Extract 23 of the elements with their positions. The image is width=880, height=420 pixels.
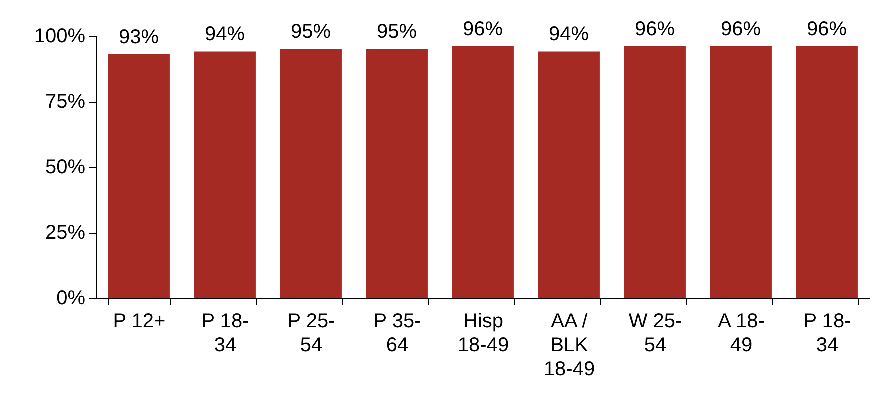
data-label: 94% (204, 24, 246, 46)
data-label: 95% (376, 21, 418, 44)
x-tick-label: P 12+ (113, 310, 166, 332)
x-tick-label: W 25-54 (628, 310, 682, 356)
x-tick-label: P 25-54 (288, 310, 336, 356)
x-tick-label: P 18-34 (202, 310, 250, 356)
data-label: 96% (720, 18, 762, 40)
data-label: 95% (290, 21, 332, 44)
y-tick-label: 50% (45, 156, 86, 178)
data-label: 96% (634, 18, 676, 40)
data-label: 96% (462, 18, 504, 40)
data-label: 96% (806, 18, 848, 40)
x-tick-label: P 35-64 (374, 310, 422, 356)
y-tick-label: 0% (56, 288, 86, 310)
y-tick-label: 25% (45, 222, 86, 244)
y-tick-label: 100% (34, 26, 86, 48)
data-label: 94% (548, 24, 590, 46)
y-tick-label: 75% (45, 91, 86, 113)
x-tick-label: P 18-34 (804, 310, 852, 356)
data-label: 93% (118, 26, 160, 48)
x-tick-label: AA / BLK 18-49 (544, 310, 596, 380)
x-tick-label: Hisp 18-49 (458, 310, 510, 356)
x-tick-label: A 18-49 (718, 310, 765, 356)
